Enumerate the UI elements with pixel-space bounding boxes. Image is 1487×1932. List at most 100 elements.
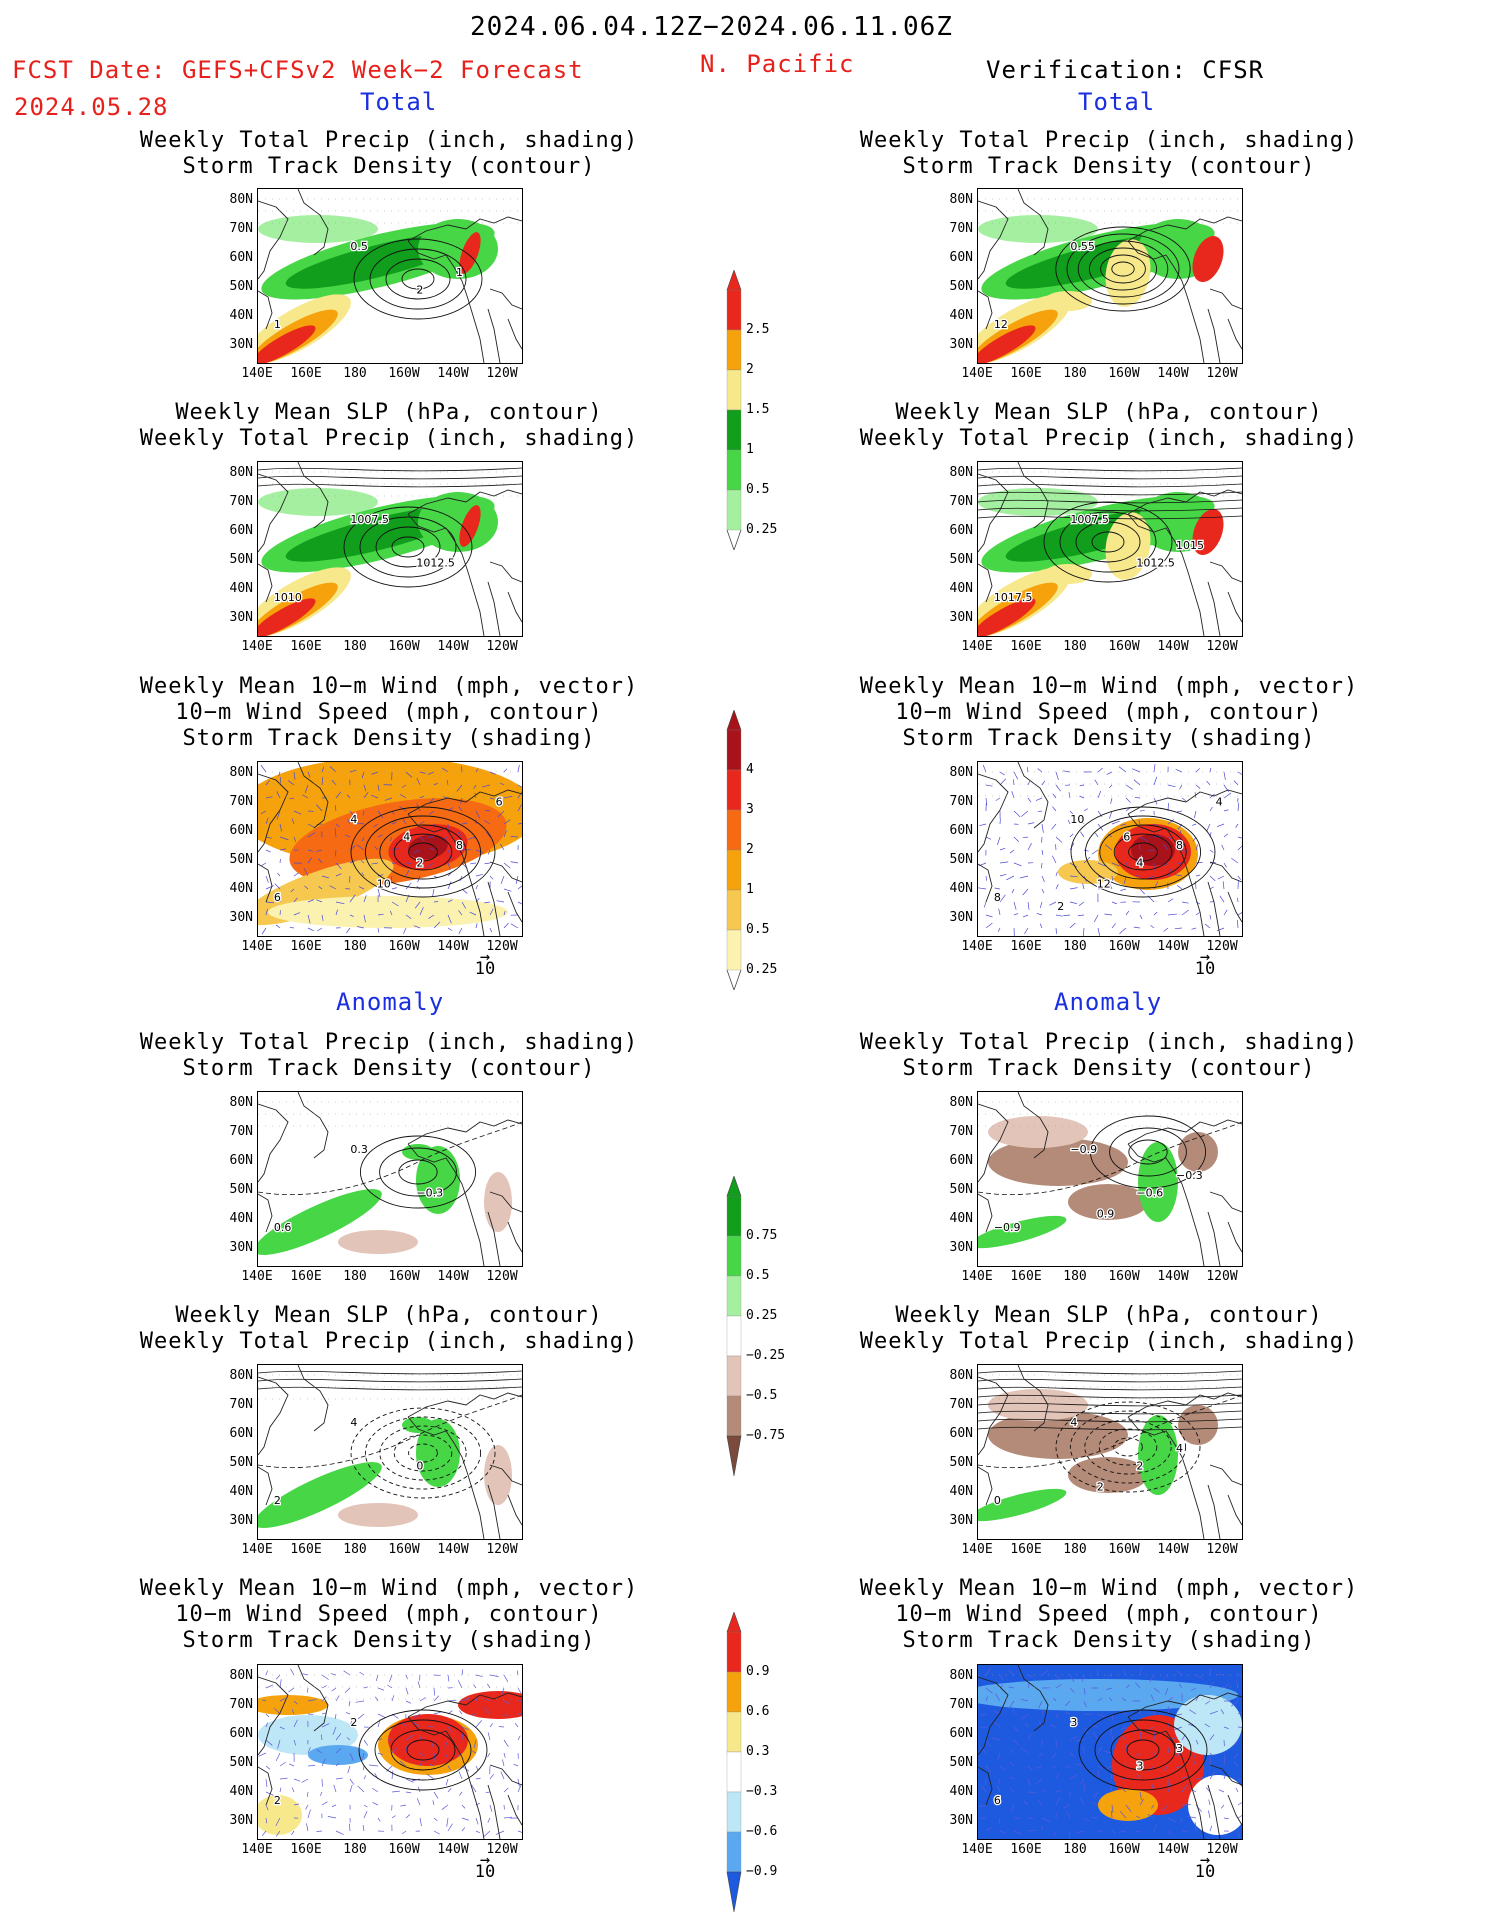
wind-vector: [1107, 772, 1112, 775]
wind-vector: [332, 1688, 336, 1691]
wind-vector: [266, 1685, 273, 1688]
wind-vector: [488, 1732, 490, 1740]
coastline: [1208, 1212, 1220, 1266]
wind-vector: [1150, 925, 1154, 928]
lat-label: 30N: [213, 910, 253, 925]
wind-vector: [1010, 850, 1014, 853]
wind-vector: [402, 1831, 406, 1834]
lon-label: 160W: [1102, 1269, 1146, 1284]
wind-vector: [448, 1788, 451, 1792]
lat-label: 30N: [213, 610, 253, 625]
anomaly-shading: [484, 1445, 512, 1505]
wind-vector: [1224, 834, 1228, 837]
wind-vector: [1098, 791, 1101, 798]
colorbar-segment: [727, 810, 741, 850]
precip-shading: [258, 488, 378, 516]
colorbar-label: −0.25: [746, 1348, 785, 1363]
wind-vector: [1084, 809, 1088, 811]
colorbar-label: 0.6: [746, 1704, 769, 1719]
lon-label: 160E: [284, 939, 328, 954]
lon-label: 160W: [382, 639, 426, 654]
lat-label: 60N: [213, 823, 253, 838]
lon-label: 160W: [1102, 1542, 1146, 1557]
contour-label: 2: [274, 1794, 281, 1807]
wind-vector: [459, 1711, 462, 1714]
contour-label: 8: [1176, 839, 1183, 852]
coastline: [258, 1467, 272, 1505]
lat-label: 70N: [213, 221, 253, 236]
lat-label: 60N: [933, 523, 973, 538]
lat-label: 60N: [933, 823, 973, 838]
wind-vector: [336, 1778, 343, 1779]
colorbar-label: 0.5: [746, 1268, 769, 1283]
contour-label: 0: [994, 1494, 1001, 1507]
wind-vector: [986, 915, 993, 917]
contour-label: 4: [1136, 856, 1143, 869]
wind-vector: [1132, 769, 1140, 772]
coastline: [1228, 592, 1242, 622]
colorbar-label: 0.5: [746, 482, 769, 497]
panel-title-line: Weekly Mean 10−m Wind (mph, vector): [837, 674, 1381, 700]
contour-label: 4: [1216, 796, 1223, 809]
panel-title-line: Weekly Mean SLP (hPa, contour): [117, 1303, 661, 1329]
wind-vector: [476, 1818, 478, 1824]
wind-vector: [1070, 923, 1075, 928]
wind-vector: [1119, 928, 1126, 934]
wind-vector: [378, 1818, 380, 1821]
colorbar-label: 1: [746, 442, 754, 457]
lat-label: 60N: [213, 1153, 253, 1168]
verification-label: Verification: CFSR: [986, 56, 1264, 84]
lat-label: 70N: [933, 494, 973, 509]
wind-vector: [392, 1816, 396, 1818]
lat-label: 30N: [933, 1240, 973, 1255]
panel-title-line: 10−m Wind Speed (mph, contour): [117, 1602, 661, 1628]
wind-vector: [406, 1792, 411, 1793]
wind-vector: [1056, 884, 1058, 889]
lat-label: 40N: [933, 1211, 973, 1226]
lat-label: 80N: [933, 765, 973, 780]
wind-vector: [1176, 769, 1182, 772]
wind-vector: [434, 1688, 435, 1695]
wind-vector: [1210, 887, 1214, 889]
wind-vector: [1037, 913, 1042, 915]
wind-vector: [1080, 832, 1084, 837]
lat-label: 80N: [213, 465, 253, 480]
wind-vector: [276, 1753, 280, 1761]
region-label: N. Pacific: [700, 50, 855, 78]
lon-label: 180: [1053, 1842, 1097, 1857]
anomaly-shading: [402, 1417, 434, 1433]
wind-vector: [306, 1805, 308, 1809]
wind-vector: [1196, 862, 1203, 863]
coastline: [1228, 892, 1242, 922]
wind-vector: [434, 1792, 438, 1799]
wind-vector: [513, 1764, 518, 1766]
lat-label: 30N: [213, 1240, 253, 1255]
anomaly-shading: [338, 1230, 418, 1254]
wind-vector: [328, 1816, 336, 1818]
lon-label: 140E: [955, 366, 999, 381]
wind-vector: [1196, 785, 1200, 788]
lon-label: 160E: [1004, 639, 1048, 654]
colorbar-label: 0.25: [746, 522, 777, 537]
wind-vector: [1014, 863, 1021, 866]
wind-vector: [355, 1701, 364, 1702]
wind-vector: [418, 1787, 420, 1792]
wind-vector: [1051, 824, 1056, 829]
wind-vector: [308, 1810, 311, 1818]
wind-vector: [289, 1764, 294, 1766]
lat-label: 40N: [933, 581, 973, 596]
colorbar-segment: [727, 1396, 741, 1436]
wind-vector: [1207, 781, 1210, 785]
panel-title-fcst-total-precip: Weekly Total Precip (inch, shading)Storm…: [117, 128, 661, 180]
wind-vector: [364, 1805, 368, 1807]
colorbar-label: −0.6: [746, 1824, 777, 1839]
wind-vector: [288, 1688, 294, 1692]
wind-vector: [1238, 846, 1242, 850]
wind-vector: [448, 1675, 449, 1682]
lat-label: 30N: [213, 337, 253, 352]
panel-title-line: Storm Track Density (contour): [837, 1056, 1381, 1082]
wind-vector: [1196, 768, 1200, 772]
